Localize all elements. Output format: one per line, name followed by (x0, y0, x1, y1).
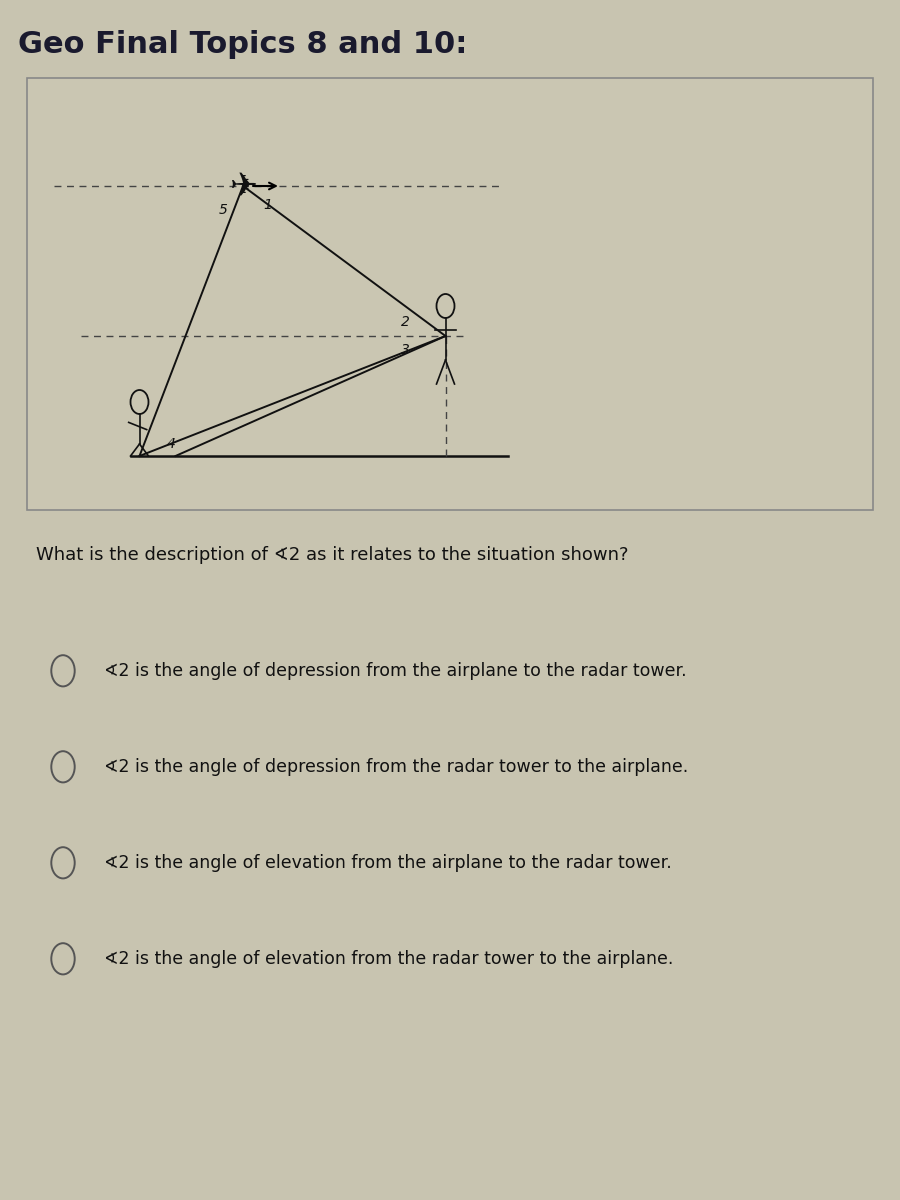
Text: 5: 5 (219, 203, 228, 217)
Text: ∢2 is the angle of depression from the radar tower to the airplane.: ∢2 is the angle of depression from the r… (104, 758, 688, 775)
Text: ∢2 is the angle of elevation from the airplane to the radar tower.: ∢2 is the angle of elevation from the ai… (104, 854, 671, 871)
Text: 3: 3 (400, 343, 410, 358)
Text: ∢2 is the angle of elevation from the radar tower to the airplane.: ∢2 is the angle of elevation from the ra… (104, 950, 673, 967)
Text: Geo Final Topics 8 and 10:: Geo Final Topics 8 and 10: (18, 30, 467, 59)
Text: ∢2 is the angle of depression from the airplane to the radar tower.: ∢2 is the angle of depression from the a… (104, 661, 686, 679)
Text: What is the description of ∢2 as it relates to the situation shown?: What is the description of ∢2 as it rela… (36, 546, 628, 564)
FancyBboxPatch shape (27, 78, 873, 510)
Text: 1: 1 (264, 198, 273, 212)
Text: 4: 4 (166, 437, 176, 451)
Text: ✈: ✈ (229, 169, 257, 203)
Text: 2: 2 (400, 314, 410, 329)
